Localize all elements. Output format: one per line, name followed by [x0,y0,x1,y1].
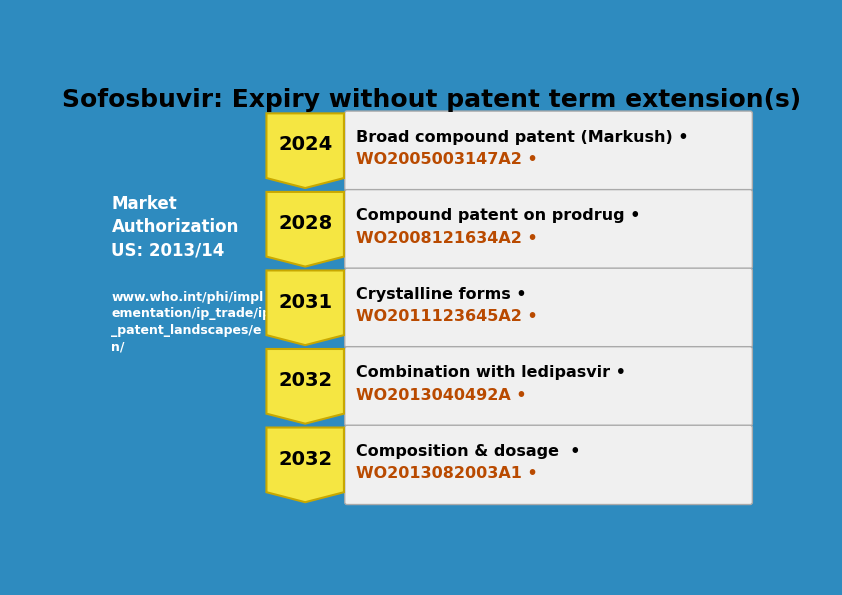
Polygon shape [266,349,344,424]
Text: WO2013082003A1 •: WO2013082003A1 • [356,466,538,481]
Text: Combination with ledipasvir •: Combination with ledipasvir • [356,365,626,380]
Text: Sofosbuvir: Expiry without patent term extension(s): Sofosbuvir: Expiry without patent term e… [62,88,801,112]
Text: 2032: 2032 [278,371,333,390]
FancyBboxPatch shape [344,425,753,505]
Text: WO2005003147A2 •: WO2005003147A2 • [356,152,538,167]
Text: 2024: 2024 [278,136,333,155]
Text: www.who.int/phi/impl
ementation/ip_trade/ip
_patent_landscapes/e
n/: www.who.int/phi/impl ementation/ip_trade… [111,291,271,353]
Text: Market
Authorization
US: 2013/14: Market Authorization US: 2013/14 [111,195,239,260]
Polygon shape [266,428,344,502]
Text: 2028: 2028 [278,214,333,233]
Polygon shape [266,114,344,188]
FancyBboxPatch shape [344,268,753,347]
FancyBboxPatch shape [344,347,753,426]
Text: 2031: 2031 [278,293,333,312]
Text: WO2013040492A •: WO2013040492A • [356,388,527,403]
Text: WO2011123645A2 •: WO2011123645A2 • [356,309,538,324]
Text: Composition & dosage  •: Composition & dosage • [356,444,581,459]
Text: 2032: 2032 [278,450,333,469]
FancyBboxPatch shape [344,111,753,190]
Text: Crystalline forms •: Crystalline forms • [356,287,527,302]
Polygon shape [266,192,344,267]
Text: WO2008121634A2 •: WO2008121634A2 • [356,231,538,246]
Text: Broad compound patent (Markush) •: Broad compound patent (Markush) • [356,130,689,145]
Polygon shape [266,271,344,345]
Text: Compound patent on prodrug •: Compound patent on prodrug • [356,208,641,223]
FancyBboxPatch shape [344,190,753,269]
